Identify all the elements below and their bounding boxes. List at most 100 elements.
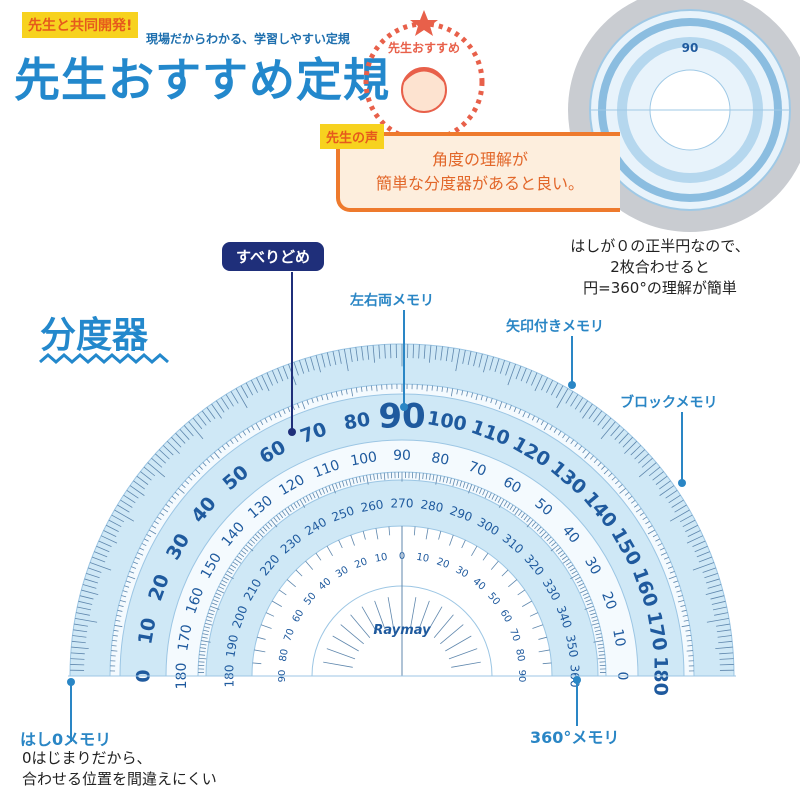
tick [593,640,603,643]
tick [290,504,295,511]
tick [371,385,373,391]
outer-tick [321,353,326,368]
outer-tick [114,509,135,522]
outer-tick [638,462,657,478]
tick [165,504,171,508]
tick [315,490,320,499]
outer-tick [140,471,152,481]
center-scale-label: 20 [353,556,369,571]
tick [117,609,123,612]
tick [461,539,466,549]
tick [578,583,584,587]
outer-tick [668,494,681,504]
tick [482,489,486,496]
tick [260,420,264,426]
tick [338,481,342,488]
tick [485,396,488,402]
tick [624,491,630,496]
outer-tick [192,417,203,430]
tick [559,552,566,558]
tick [544,534,550,539]
tick [589,455,594,460]
tick [287,506,292,513]
tick [250,539,256,544]
outer-tick [455,348,461,372]
tick [359,476,362,483]
tick [574,576,581,581]
tick [345,389,348,395]
tick [466,391,469,397]
tick [369,474,372,481]
tick [383,472,386,481]
tick [509,504,514,511]
tick [441,386,444,392]
tick [309,494,313,500]
outer-tick [445,347,449,362]
tick [181,484,186,489]
outer-tick [630,445,642,456]
tick [462,481,466,488]
tick [143,538,149,542]
outer-tick [256,377,263,391]
inner-scale-label: 60 [500,474,523,497]
tick [301,401,306,410]
callout-line [681,412,683,484]
tick [579,589,588,594]
tick [318,489,322,496]
outer-tick [84,578,99,584]
tick [686,650,693,652]
outer-tick [71,646,89,649]
tick [348,478,352,487]
center-scale-label: 10 [374,552,388,565]
voice-line: 簡単な分度器があると良い。 [375,174,584,193]
tick [223,576,230,581]
outer-tick [507,363,516,386]
tick [124,585,130,588]
outer-tick [473,352,478,367]
tick [174,491,180,496]
outer-tick [634,449,646,460]
outer-tick [216,400,225,413]
inner-scale-label: 90 [393,448,411,464]
tick [488,492,492,499]
tick [148,529,157,535]
tick [571,570,578,575]
tick [262,526,268,532]
outer-tick [123,494,136,504]
tick [115,619,121,622]
tick [162,508,169,513]
outer-tick [423,344,426,359]
outer-tick [78,600,93,605]
tick [673,580,679,583]
tick [305,495,310,502]
tick [456,389,459,395]
outer-tick [556,388,569,409]
tick [597,657,606,660]
center-scale-label: 80 [513,648,526,662]
tick [570,573,579,580]
tick [232,561,239,566]
section-title: 分度器 [40,315,149,356]
outer-tick [89,562,112,571]
tick [226,570,233,575]
outer-tick [235,388,248,409]
tick [425,473,428,480]
callout-arrow: 矢印付きメモリ [506,319,604,335]
tick [555,547,561,552]
tick [243,547,249,552]
tick [316,396,319,402]
outer-tick [530,372,538,386]
outer-tick [669,509,690,522]
tick [633,504,639,508]
tick [168,499,174,504]
outer-tick [705,578,720,584]
tick [225,573,234,580]
outer-tick [648,466,661,477]
outer-tick [718,640,733,644]
tick [278,589,287,596]
tick [198,657,207,660]
outer-tick [366,345,370,360]
center-ray [451,661,481,668]
outer-tick [94,551,108,558]
